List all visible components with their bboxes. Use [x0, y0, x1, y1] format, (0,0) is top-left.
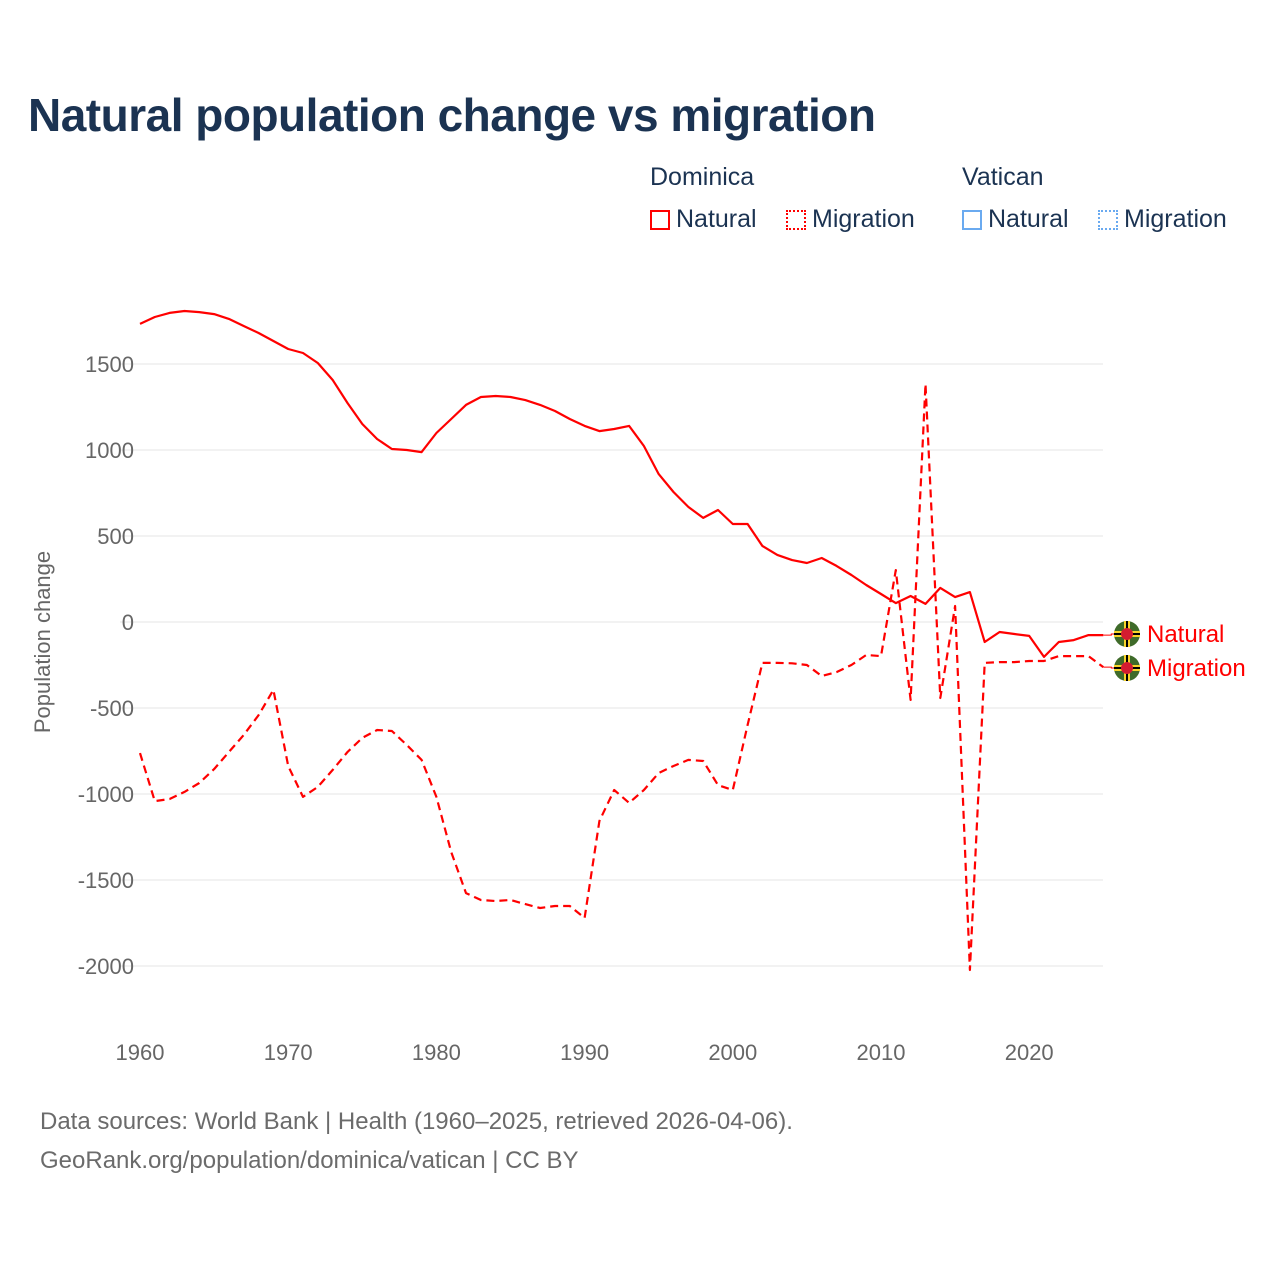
dominica-flag-icon [1114, 655, 1140, 681]
end-label-natural: Natural [1147, 621, 1224, 648]
y-tick-label: -1500 [78, 868, 134, 893]
chart-title: Natural population change vs migration [28, 89, 876, 141]
legend-label: Migration [1124, 205, 1227, 233]
series-line-migration [138, 382, 1104, 972]
legend-item-vatican-migration[interactable]: Migration [1098, 205, 1227, 234]
x-tick-label: 1980 [412, 1040, 461, 1065]
x-tick-label: 2020 [1005, 1040, 1054, 1065]
x-tick-label: 1960 [116, 1040, 165, 1065]
y-tick-label: -2000 [78, 954, 134, 979]
legend-label: Migration [812, 205, 915, 233]
y-tick-label: -1000 [78, 782, 134, 807]
end-label-migration: Migration [1147, 655, 1246, 682]
dotted-swatch-icon [786, 209, 806, 230]
x-tick-label: 2010 [857, 1040, 906, 1065]
x-tick-label: 1990 [560, 1040, 609, 1065]
footer-credit: GeoRank.org/population/dominica/vatican … [40, 1147, 579, 1174]
legend-country-vatican: Vatican [962, 163, 1044, 191]
solid-swatch-icon [650, 209, 670, 230]
y-axis-label: Population change [30, 551, 55, 733]
legend-item-dominica-migration[interactable]: Migration [786, 205, 915, 234]
y-tick-label: 1000 [85, 438, 134, 463]
footer-sources: Data sources: World Bank | Health (1960–… [40, 1108, 793, 1135]
dominica-flag-icon [1114, 621, 1140, 647]
y-tick-label: 0 [122, 610, 134, 635]
end-connector [1103, 666, 1115, 669]
x-tick-label: 2000 [708, 1040, 757, 1065]
end-connector [1103, 633, 1115, 636]
legend-item-dominica-natural[interactable]: Natural [650, 205, 757, 234]
legend-label: Natural [988, 205, 1069, 233]
legend-country-dominica: Dominica [650, 163, 755, 191]
y-tick-label: 1500 [85, 352, 134, 377]
y-tick-label: 500 [97, 524, 134, 549]
legend-label: Natural [676, 205, 757, 233]
dotted-swatch-icon [1098, 209, 1118, 230]
y-tick-label: -500 [90, 696, 134, 721]
x-tick-label: 1970 [264, 1040, 313, 1065]
solid-swatch-icon [962, 209, 982, 230]
series-line-natural [139, 309, 1104, 659]
legend-item-vatican-natural[interactable]: Natural [962, 205, 1069, 234]
